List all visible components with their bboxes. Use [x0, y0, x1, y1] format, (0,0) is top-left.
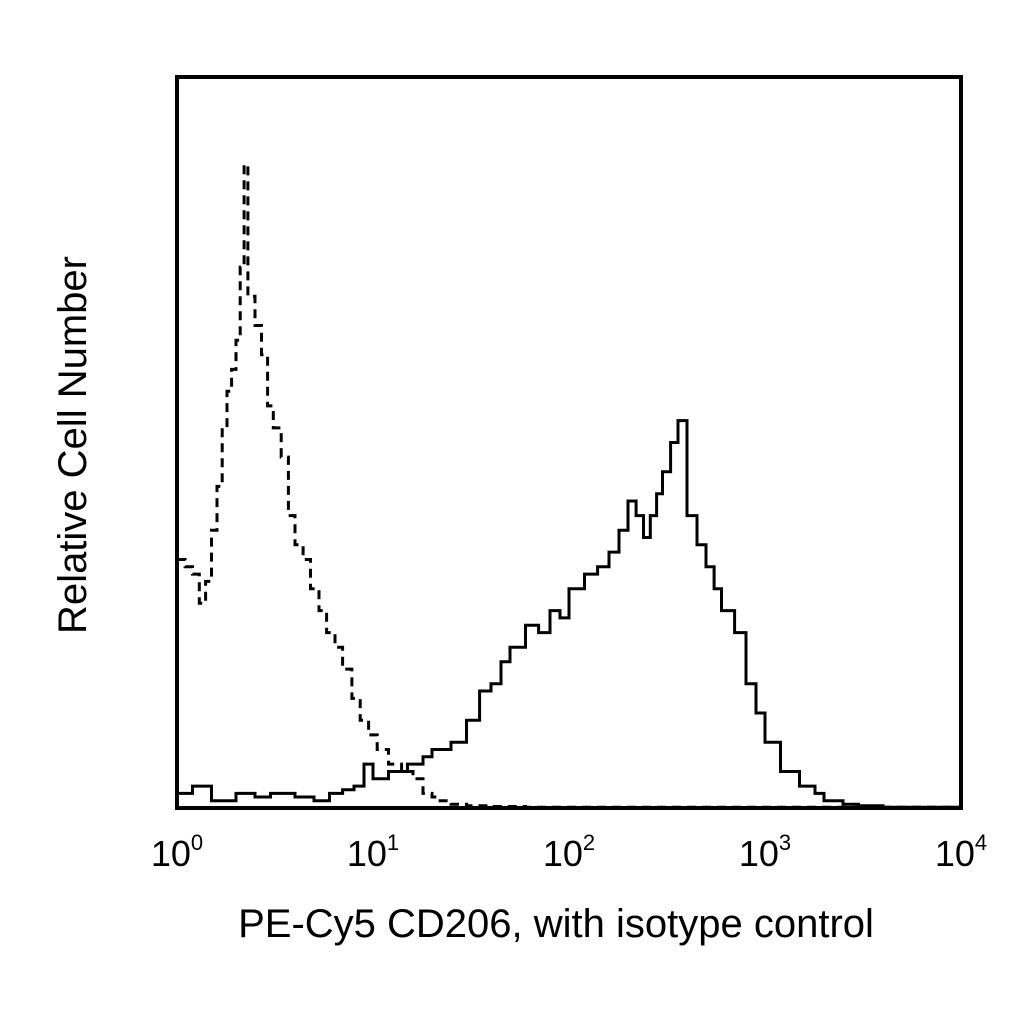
- plot-frame: [175, 75, 963, 810]
- y-axis-label: Relative Cell Number: [51, 256, 95, 634]
- x-axis-label: PE-Cy5 CD206, with isotype control: [238, 902, 874, 946]
- x-tick-label-2: 102: [543, 830, 595, 874]
- x-tick-labels: 100 101 102 103 104: [151, 830, 987, 874]
- x-tick-label-1: 101: [347, 830, 399, 874]
- isotype-control-histogram: [177, 163, 961, 809]
- x-tick-label-4: 104: [935, 830, 987, 874]
- series-layer: [177, 163, 961, 809]
- x-tick-label-0: 100: [151, 830, 203, 874]
- x-tick-label-3: 103: [739, 830, 791, 874]
- cd206-histogram: [177, 419, 961, 809]
